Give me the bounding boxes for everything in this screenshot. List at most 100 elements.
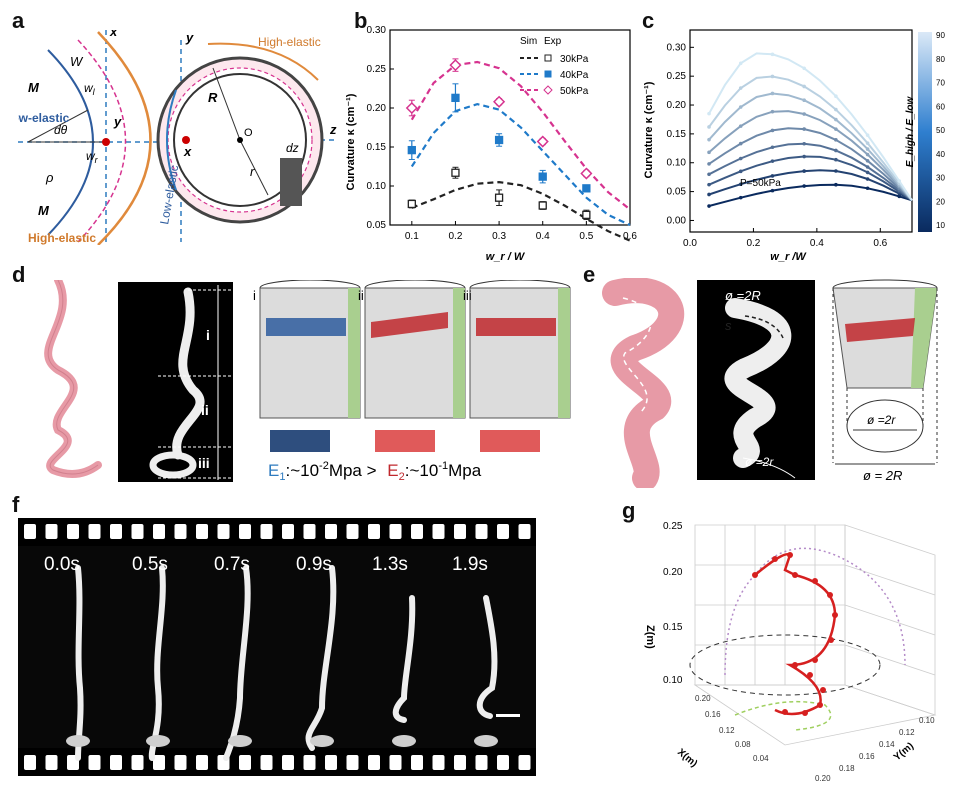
c-ytick-label: 0.15	[667, 129, 687, 140]
b-ytick-label: 0.20	[367, 103, 387, 114]
film-hole	[411, 755, 423, 770]
c-series-point	[738, 156, 743, 161]
film-hole	[368, 524, 380, 539]
b-exp-point	[582, 184, 591, 193]
c-series-point	[770, 145, 775, 150]
moment-M-bottom: M	[38, 203, 50, 218]
b-exp-point	[451, 168, 460, 177]
film-hole	[196, 524, 208, 539]
knit-cylinder-i: i	[253, 280, 361, 452]
trajectory-point	[792, 572, 798, 578]
c-series-point	[802, 184, 806, 188]
film-hole	[24, 755, 36, 770]
photo-diameter-bottom: ø =2r	[745, 455, 774, 469]
film-hole	[67, 524, 79, 539]
b-ytick-label: 0.05	[367, 220, 387, 231]
strip-label-iii: iii	[463, 288, 472, 303]
c-series-point	[707, 162, 711, 166]
b-xtick-label: 0.1	[405, 231, 419, 242]
b-exp-point	[538, 201, 547, 210]
photo-diameter-top: ø =2R	[725, 288, 761, 303]
trajectory-point	[812, 578, 818, 584]
c-series-point	[707, 182, 711, 187]
trajectory-point	[827, 592, 833, 598]
xy-projection	[734, 700, 832, 731]
film-hole	[153, 755, 165, 770]
film-frame-actuator	[305, 565, 337, 751]
c-xtick-label: 0.0	[683, 238, 697, 249]
film-hole	[303, 524, 316, 539]
segment-label-i: i	[206, 327, 210, 343]
time-label-0: 0.0s	[44, 554, 80, 575]
axis-y-label: y	[113, 114, 122, 129]
film-hole	[45, 524, 58, 539]
b-exp-point	[493, 95, 506, 108]
c-series-point	[770, 159, 775, 163]
y-tick-4: 0.18	[839, 764, 855, 773]
legend-exp-header: Exp	[544, 36, 562, 47]
c-series-point	[738, 105, 743, 109]
b-ytick-label: 0.10	[367, 181, 387, 192]
cone-outer-diameter: ø = 2R	[863, 468, 902, 483]
c-series-point	[738, 86, 743, 90]
scale-bar	[496, 714, 520, 717]
radius-r-label: r	[250, 164, 255, 179]
film-hole	[518, 524, 531, 539]
c-series-point	[897, 179, 902, 183]
film-hole	[475, 755, 488, 770]
film-frame-base	[392, 735, 416, 747]
c-series-line	[708, 155, 913, 202]
b-legend-label: 40kPa	[560, 70, 589, 81]
c-series-point	[802, 98, 806, 103]
width-W-label: W	[70, 54, 84, 69]
width-wl-label: wl	[84, 81, 96, 97]
colorbar-tick: 10	[936, 221, 945, 230]
b-exp-point	[494, 135, 504, 145]
film-hole	[131, 524, 144, 539]
b-ytick-label: 0.25	[367, 64, 387, 75]
b-exp-point	[536, 135, 549, 148]
c-series-point	[834, 138, 838, 142]
high-elastic-label-right: High-elastic	[258, 35, 321, 49]
film-hole	[346, 524, 359, 539]
c-series-point	[834, 148, 838, 153]
panel-f-filmstrip: 0.0s 0.5s 0.7s 0.9s 1.3s 1.9s	[18, 518, 536, 776]
c-series-point	[834, 107, 838, 112]
trajectory-point	[792, 662, 798, 668]
film-frame-base	[146, 735, 170, 747]
colorbar-tick: 60	[936, 102, 945, 111]
film-hole	[325, 524, 337, 539]
trajectory-point	[817, 702, 823, 708]
b-ytick-label: 0.30	[367, 25, 387, 36]
c-series-line	[708, 52, 913, 201]
film-hole	[217, 524, 230, 539]
film-hole	[518, 755, 531, 770]
axis-x-label-right: x	[183, 144, 192, 159]
b-xtick-label: 0.3	[492, 231, 506, 242]
film-hole	[432, 755, 445, 770]
film-hole	[45, 755, 58, 770]
g-ylabel: Y(m)	[892, 741, 916, 764]
b-exp-point	[449, 59, 462, 72]
b-exp-point	[580, 167, 593, 180]
width-wr-label: wr	[86, 149, 99, 165]
b-ytick-label: 0.15	[367, 142, 387, 153]
film-hole	[24, 524, 36, 539]
c-series-point	[707, 125, 711, 129]
c-series-point	[865, 141, 870, 145]
c-series-point	[802, 66, 806, 71]
c-series-line	[708, 127, 913, 202]
z-tick-2: 0.15	[663, 622, 683, 633]
c-series-point	[865, 186, 870, 191]
b-exp-point	[407, 145, 416, 155]
panel-c-xlabel: w_r /W	[770, 251, 807, 263]
c-series-point	[770, 128, 775, 133]
b-legend-marker	[543, 85, 553, 95]
b-exp-point	[582, 210, 591, 220]
c-series-point	[802, 169, 806, 173]
film-frame-base	[228, 735, 252, 747]
c-series-point	[738, 182, 743, 187]
y-tick-1: 0.12	[899, 728, 915, 737]
time-label-1: 0.5s	[132, 554, 168, 575]
g-xlabel: X(m)	[675, 747, 699, 770]
